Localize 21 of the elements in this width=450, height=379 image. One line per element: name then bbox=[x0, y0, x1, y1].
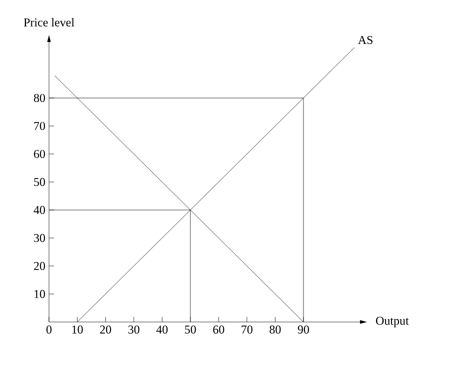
y-tick-label: 10 bbox=[34, 290, 46, 298]
x-tick-label: 10 bbox=[72, 326, 83, 334]
y-axis-title: Price level bbox=[24, 18, 74, 26]
y-tick-label: 70 bbox=[34, 122, 46, 130]
x-axis-title: Output bbox=[376, 316, 409, 328]
y-tick-label: 20 bbox=[34, 262, 46, 270]
y-tick-label: 50 bbox=[34, 178, 46, 186]
x-tick-label: 90 bbox=[298, 326, 309, 334]
x-tick-label: 70 bbox=[242, 326, 252, 334]
x-tick-label: 40 bbox=[156, 326, 168, 334]
y-tick-label: 80 bbox=[34, 94, 46, 102]
y-tick-label: 60 bbox=[34, 150, 46, 158]
x-tick-label: 20 bbox=[100, 326, 112, 334]
y-tick-label: 40 bbox=[34, 206, 46, 214]
x-tick-label: 30 bbox=[128, 326, 140, 334]
x-tick-label: 0 bbox=[46, 326, 52, 334]
x-tick-label: 50 bbox=[185, 326, 196, 334]
series-label: AS bbox=[358, 36, 372, 44]
y-tick-label: 30 bbox=[34, 234, 46, 242]
x-tick-label: 80 bbox=[270, 326, 281, 334]
x-tick-label: 60 bbox=[213, 326, 224, 334]
